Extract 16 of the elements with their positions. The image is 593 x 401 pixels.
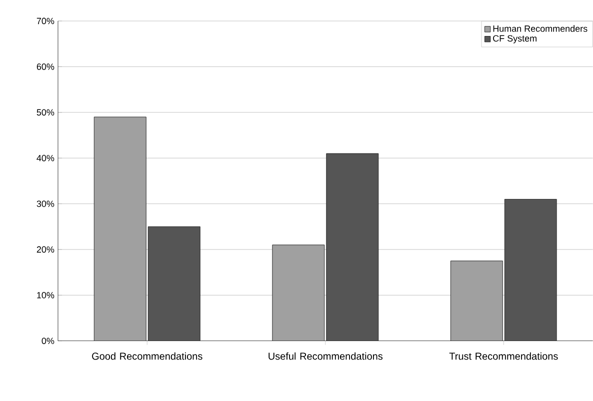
y-tick-label: 30%	[36, 200, 54, 208]
legend-label: CF System	[493, 35, 536, 44]
bar	[94, 117, 146, 341]
y-tick-label: 60%	[36, 64, 54, 70]
y-tick-label: 10%	[37, 292, 54, 298]
y-tick-label: 40%	[36, 154, 54, 162]
bar	[272, 244, 324, 341]
y-tick-label: 20%	[36, 246, 54, 253]
y-tick-label: 70%	[36, 18, 54, 24]
bar	[450, 260, 503, 341]
x-tick-label: Trust Recommendations	[449, 352, 558, 360]
legend-label: Human Recommenders	[493, 25, 588, 32]
y-tick-label: 50%	[36, 109, 54, 116]
y-tick-label: 0%	[42, 338, 54, 344]
x-tick-label: Useful Recommendations	[268, 352, 383, 360]
x-tick-label: Good Recommendations	[92, 352, 202, 360]
